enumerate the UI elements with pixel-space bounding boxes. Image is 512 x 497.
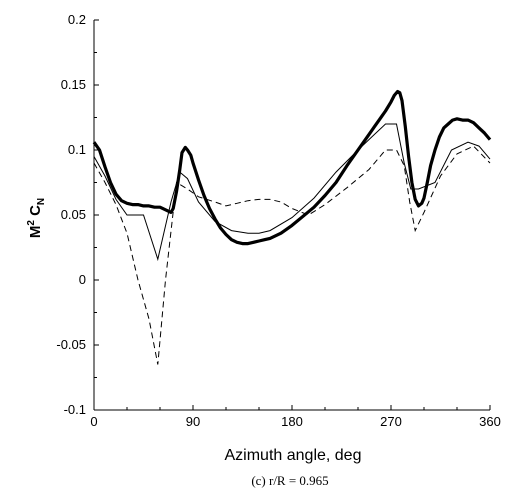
y-tick-label: 0.15 <box>61 77 86 92</box>
x-tick-label: 180 <box>281 414 303 429</box>
figure-caption: (c) r/R = 0.965 <box>251 473 328 488</box>
series-line-thin <box>93 123 491 262</box>
y-tick-label: -0.05 <box>56 337 86 352</box>
x-axis-ticks: 0 90 180 270 360 <box>90 405 501 429</box>
y-label-base: M <box>27 226 44 239</box>
x-tick-label: 90 <box>186 414 200 429</box>
y-tick-label: 0.2 <box>68 12 86 27</box>
y-tick-label: -0.1 <box>64 402 86 417</box>
y-axis-ticks: -0.1 -0.05 0 0.05 0.1 0.15 0.2 <box>56 12 99 417</box>
y-axis-label: M2 CN <box>26 198 47 238</box>
x-tick-label: 360 <box>479 414 501 429</box>
y-label-sub: N <box>36 198 47 205</box>
x-tick-label: 0 <box>90 414 97 429</box>
series-line-thick <box>92 89 492 246</box>
y-label-mid: C <box>27 205 44 220</box>
y-tick-label: 0.05 <box>61 207 86 222</box>
x-axis-label: Azimuth angle, deg <box>225 447 362 464</box>
y-tick-label: 0 <box>79 272 86 287</box>
y-tick-label: 0.1 <box>68 142 86 157</box>
x-tick-label: 270 <box>380 414 402 429</box>
plot-area <box>92 20 492 411</box>
y-label-sup: 2 <box>26 220 37 226</box>
series-line-dashed <box>93 145 491 365</box>
